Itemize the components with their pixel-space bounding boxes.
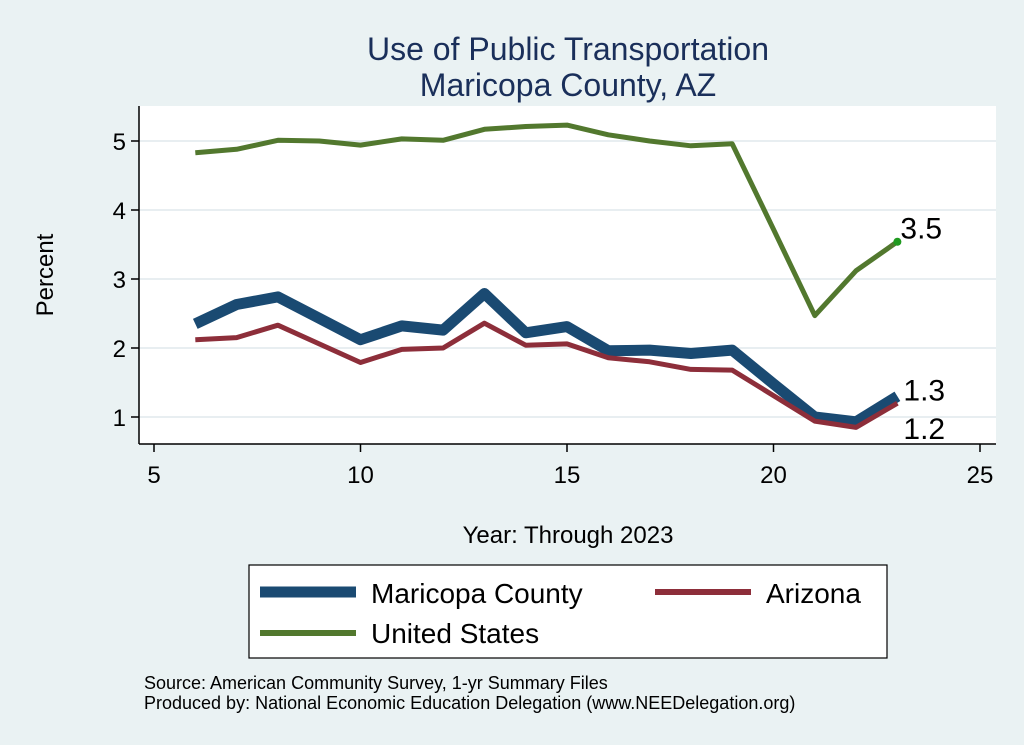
y-tick-label-4: 4 xyxy=(113,198,126,225)
end-labels: 1.3 1.2 3.5 xyxy=(893,213,945,446)
end-marker-united-states xyxy=(893,237,902,246)
end-label-arizona: 1.2 xyxy=(903,413,945,446)
series-line-maricopa-county xyxy=(192,288,901,428)
x-tick-label-15: 15 xyxy=(554,462,581,489)
legend-box xyxy=(248,564,888,659)
y-ticks: 1 2 3 4 5 xyxy=(113,129,139,432)
x-ticks: 5 10 15 20 25 xyxy=(147,444,993,489)
chart-subtitle: Maricopa County, AZ xyxy=(420,67,716,103)
x-tick-label-10: 10 xyxy=(347,462,374,489)
y-axis-title: Percent xyxy=(32,233,59,316)
produced-by-note: Produced by: National Economic Education… xyxy=(144,693,795,713)
legend-label-maricopa: Maricopa County xyxy=(371,578,583,609)
y-tick-label-5: 5 xyxy=(113,129,126,156)
x-tick-label-25: 25 xyxy=(967,462,994,489)
end-label-united-states: 3.5 xyxy=(900,213,942,246)
legend: Maricopa County Arizona United States xyxy=(248,564,888,659)
y-tick-label-3: 3 xyxy=(113,267,126,294)
chart-title: Use of Public Transportation xyxy=(367,31,769,67)
legend-label-united-states: United States xyxy=(371,618,539,649)
y-tick-label-2: 2 xyxy=(113,336,126,363)
series-line-united-states xyxy=(195,122,899,319)
series-line-arizona xyxy=(195,320,899,430)
x-tick-label-5: 5 xyxy=(147,462,160,489)
x-axis-title: Year: Through 2023 xyxy=(463,522,674,549)
legend-label-arizona: Arizona xyxy=(766,578,861,609)
plot-area xyxy=(139,106,996,444)
end-label-maricopa-county: 1.3 xyxy=(903,374,945,407)
y-tick-label-1: 1 xyxy=(113,405,126,432)
x-tick-label-20: 20 xyxy=(760,462,787,489)
series-layer xyxy=(192,122,901,430)
source-note: Source: American Community Survey, 1-yr … xyxy=(144,673,608,693)
